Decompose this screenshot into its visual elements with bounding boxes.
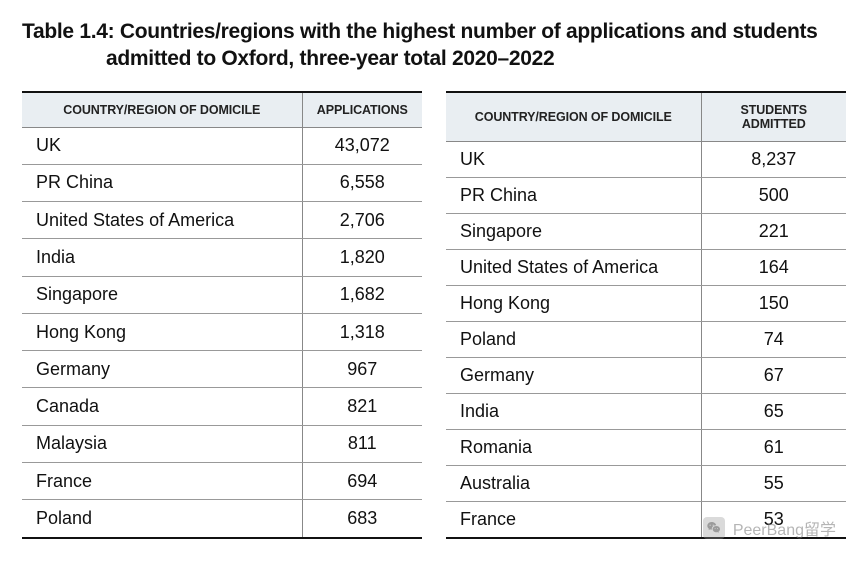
table-row: United States of America164 xyxy=(446,249,846,285)
tables-container: COUNTRY/REGION OF DOMICILE APPLICATIONS … xyxy=(22,91,842,539)
cell-value: 150 xyxy=(701,285,846,321)
table-row: Canada821 xyxy=(22,388,422,425)
cell-value: 164 xyxy=(701,249,846,285)
cell-value: 694 xyxy=(302,462,422,499)
cell-country: Canada xyxy=(22,388,302,425)
table-row: PR China500 xyxy=(446,177,846,213)
col-header-country: COUNTRY/REGION OF DOMICILE xyxy=(22,92,302,128)
cell-country: United States of America xyxy=(22,202,302,239)
table-row: Hong Kong1,318 xyxy=(22,313,422,350)
table-row: Poland74 xyxy=(446,321,846,357)
cell-value: 53 xyxy=(701,501,846,538)
col-header-students-admitted: STUDENTS ADMITTED xyxy=(701,92,846,142)
cell-value: 8,237 xyxy=(701,141,846,177)
cell-value: 1,682 xyxy=(302,276,422,313)
table-title: Table 1.4: Countries/regions with the hi… xyxy=(22,18,842,73)
table-header-row: COUNTRY/REGION OF DOMICILE APPLICATIONS xyxy=(22,92,422,128)
table-row: Germany967 xyxy=(22,351,422,388)
table-row: PR China6,558 xyxy=(22,164,422,201)
table-row: Romania61 xyxy=(446,429,846,465)
cell-country: Singapore xyxy=(22,276,302,313)
table-row: United States of America2,706 xyxy=(22,202,422,239)
table-row: Singapore221 xyxy=(446,213,846,249)
cell-country: India xyxy=(22,239,302,276)
col-header-country: COUNTRY/REGION OF DOMICILE xyxy=(446,92,701,142)
cell-country: PR China xyxy=(446,177,701,213)
table-row: UK8,237 xyxy=(446,141,846,177)
cell-value: 2,706 xyxy=(302,202,422,239)
cell-country: UK xyxy=(22,127,302,164)
table-row: France53 xyxy=(446,501,846,538)
cell-value: 967 xyxy=(302,351,422,388)
cell-value: 6,558 xyxy=(302,164,422,201)
cell-value: 55 xyxy=(701,465,846,501)
cell-country: Poland xyxy=(446,321,701,357)
cell-country: Malaysia xyxy=(22,425,302,462)
cell-country: Australia xyxy=(446,465,701,501)
table-row: Australia55 xyxy=(446,465,846,501)
table-row: Hong Kong150 xyxy=(446,285,846,321)
title-line-2: admitted to Oxford, three-year total 202… xyxy=(22,45,842,72)
cell-country: Hong Kong xyxy=(446,285,701,321)
cell-value: 221 xyxy=(701,213,846,249)
cell-country: United States of America xyxy=(446,249,701,285)
applications-table: COUNTRY/REGION OF DOMICILE APPLICATIONS … xyxy=(22,91,422,539)
cell-value: 43,072 xyxy=(302,127,422,164)
cell-value: 821 xyxy=(302,388,422,425)
cell-value: 1,318 xyxy=(302,313,422,350)
cell-value: 67 xyxy=(701,357,846,393)
cell-country: Poland xyxy=(22,500,302,538)
admitted-table: COUNTRY/REGION OF DOMICILE STUDENTS ADMI… xyxy=(446,91,846,539)
cell-country: Hong Kong xyxy=(22,313,302,350)
cell-country: Singapore xyxy=(446,213,701,249)
cell-value: 74 xyxy=(701,321,846,357)
table-row: UK43,072 xyxy=(22,127,422,164)
cell-country: France xyxy=(446,501,701,538)
title-line-1: Table 1.4: Countries/regions with the hi… xyxy=(22,20,818,43)
cell-value: 811 xyxy=(302,425,422,462)
col-header-applications: APPLICATIONS xyxy=(302,92,422,128)
cell-country: Romania xyxy=(446,429,701,465)
cell-value: 1,820 xyxy=(302,239,422,276)
cell-value: 683 xyxy=(302,500,422,538)
table-row: France694 xyxy=(22,462,422,499)
table-row: Germany67 xyxy=(446,357,846,393)
table-header-row: COUNTRY/REGION OF DOMICILE STUDENTS ADMI… xyxy=(446,92,846,142)
table-row: Singapore1,682 xyxy=(22,276,422,313)
table-row: Poland683 xyxy=(22,500,422,538)
table-row: India65 xyxy=(446,393,846,429)
cell-country: UK xyxy=(446,141,701,177)
admitted-tbody: UK8,237PR China500Singapore221United Sta… xyxy=(446,141,846,538)
applications-tbody: UK43,072PR China6,558United States of Am… xyxy=(22,127,422,538)
table-row: India1,820 xyxy=(22,239,422,276)
cell-value: 65 xyxy=(701,393,846,429)
cell-country: France xyxy=(22,462,302,499)
table-row: Malaysia811 xyxy=(22,425,422,462)
cell-country: PR China xyxy=(22,164,302,201)
cell-value: 500 xyxy=(701,177,846,213)
cell-country: Germany xyxy=(446,357,701,393)
cell-country: Germany xyxy=(22,351,302,388)
cell-value: 61 xyxy=(701,429,846,465)
cell-country: India xyxy=(446,393,701,429)
